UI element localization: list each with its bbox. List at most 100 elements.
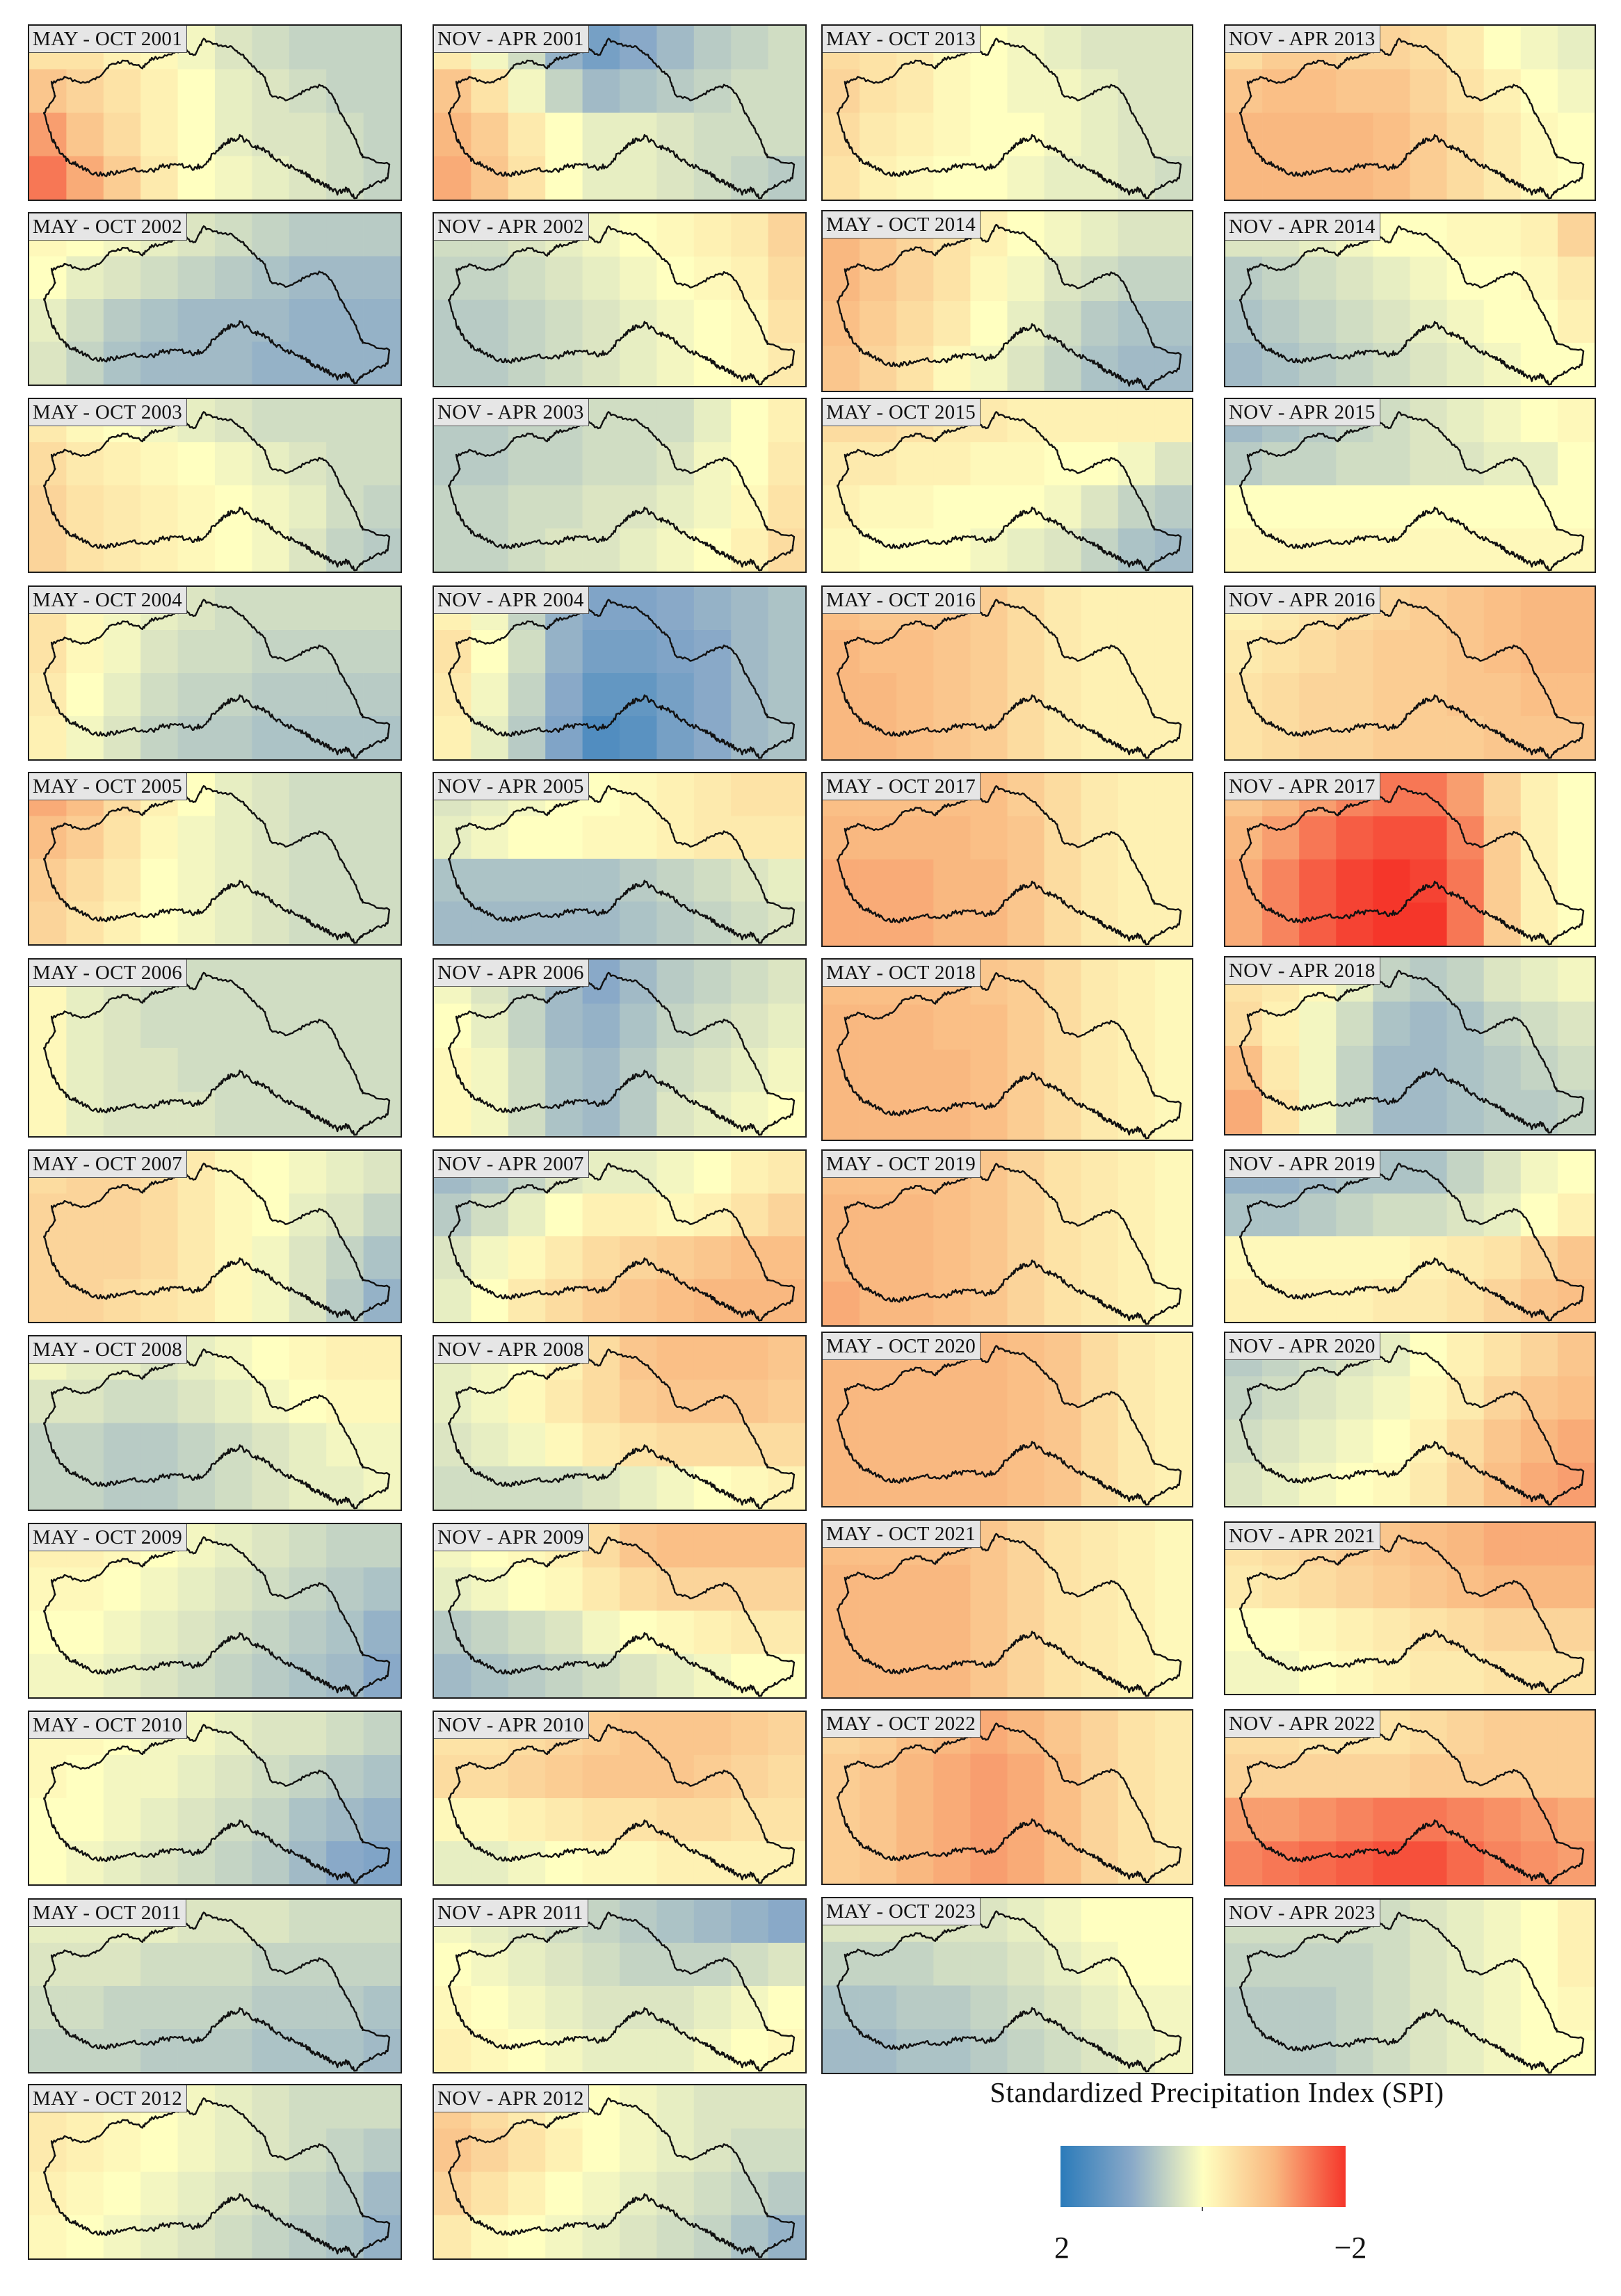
spi-cell	[1225, 113, 1263, 156]
spi-cell	[1520, 1193, 1558, 1237]
spi-cell	[215, 1466, 252, 1510]
spi-cell	[252, 1048, 290, 1092]
spi-cell	[66, 1986, 104, 2030]
spi-cell	[471, 1567, 509, 1611]
spi-cell	[620, 859, 657, 902]
spi-cell	[768, 1380, 805, 1423]
spi-cell	[1044, 1419, 1082, 1464]
spi-cell	[326, 528, 364, 572]
spi-cell	[140, 256, 178, 300]
spi-cell	[177, 341, 216, 385]
spi-raster	[1225, 1523, 1595, 1694]
spi-cell	[693, 1900, 732, 1943]
spi-cell	[1520, 1900, 1558, 1944]
spi-cell	[620, 343, 657, 386]
spi-cell	[970, 528, 1008, 572]
spi-cell	[1154, 1521, 1192, 1565]
spi-cell	[1007, 485, 1045, 529]
spi-cell	[933, 442, 971, 486]
spi-cell	[1336, 1419, 1373, 1464]
spi-cell	[731, 1380, 768, 1423]
spi-cell	[289, 587, 327, 631]
spi-cell	[1154, 1609, 1192, 1654]
spi-cell	[177, 1798, 216, 1842]
spi-cell	[29, 1193, 67, 1237]
spi-cell	[289, 816, 327, 859]
spi-cell	[1410, 300, 1447, 343]
spi-cell	[66, 1567, 104, 1611]
spi-cell	[1446, 1987, 1485, 2031]
spi-cell	[896, 256, 934, 302]
spi-cell	[177, 1841, 216, 1884]
spi-cell	[1299, 1376, 1337, 1420]
panel-label: NOV - APR 2014	[1225, 213, 1380, 241]
spi-map-panel: MAY - OCT 2018	[821, 958, 1193, 1141]
spi-cell	[620, 1003, 657, 1049]
spi-cell	[693, 1986, 732, 2030]
spi-cell	[1446, 816, 1485, 860]
spi-cell	[508, 1048, 546, 1092]
spi-cell	[471, 1755, 509, 1799]
spi-cell	[656, 1092, 695, 1136]
spi-cell	[1044, 1521, 1082, 1565]
spi-cell	[1225, 1841, 1263, 1885]
spi-cell	[1483, 1462, 1522, 1506]
spi-cell	[1044, 1333, 1082, 1377]
spi-cell	[1225, 1236, 1263, 1279]
spi-cell	[1446, 957, 1485, 1002]
spi-cell	[363, 773, 401, 816]
spi-cell	[326, 587, 364, 631]
spi-cell	[823, 256, 860, 302]
spi-cell	[1410, 156, 1447, 200]
spi-cell	[1520, 630, 1558, 674]
spi-cell	[1007, 1462, 1045, 1506]
panel-label: MAY - OCT 2015	[823, 399, 981, 426]
spi-cell	[823, 113, 860, 156]
spi-cell	[582, 113, 620, 156]
spi-cell	[1557, 1193, 1595, 1237]
spi-cell	[970, 1094, 1008, 1140]
spi-cell	[215, 2128, 252, 2172]
spi-cell	[933, 1282, 971, 1325]
spi-cell	[1373, 716, 1410, 759]
spi-cell	[656, 2172, 695, 2216]
spi-cell	[1007, 1419, 1045, 1464]
spi-cell	[140, 1236, 178, 1279]
spi-cell	[508, 859, 546, 902]
spi-cell	[1044, 1941, 1082, 1986]
spi-cell	[1446, 1376, 1485, 1420]
spi-cell	[1373, 1090, 1410, 1134]
spi-cell	[1299, 528, 1337, 572]
spi-cell	[970, 346, 1008, 391]
spi-cell	[103, 716, 141, 759]
spi-cell	[1446, 1462, 1485, 1506]
spi-cell	[1118, 1462, 1156, 1506]
spi-cell	[177, 2128, 216, 2172]
spi-cell	[768, 213, 805, 257]
spi-raster	[823, 773, 1192, 946]
spi-cell	[140, 1466, 178, 1510]
spi-cell	[693, 213, 732, 257]
spi-cell	[823, 346, 860, 391]
spi-cell	[823, 1238, 860, 1282]
spi-cell	[29, 1380, 67, 1423]
spi-cell	[29, 1236, 67, 1279]
panel-label: MAY - OCT 2010	[29, 1712, 188, 1739]
spi-cell	[29, 716, 67, 759]
spi-cell	[66, 673, 104, 717]
spi-cell	[620, 1610, 657, 1655]
spi-cell	[508, 1841, 546, 1884]
spi-cell	[1336, 630, 1373, 674]
spi-cell	[326, 341, 364, 385]
spi-cell	[1446, 1754, 1485, 1798]
spi-cell	[1557, 399, 1595, 443]
panel-label: NOV - APR 2013	[1225, 26, 1380, 53]
spi-cell	[1081, 26, 1119, 70]
spi-cell	[768, 1567, 805, 1611]
spi-cell	[823, 1376, 860, 1420]
spi-cell	[1446, 1193, 1485, 1237]
spi-cell	[1044, 1898, 1082, 1943]
spi-cell	[1336, 1651, 1373, 1694]
spi-cell	[823, 1797, 860, 1841]
spi-cell	[823, 156, 860, 200]
